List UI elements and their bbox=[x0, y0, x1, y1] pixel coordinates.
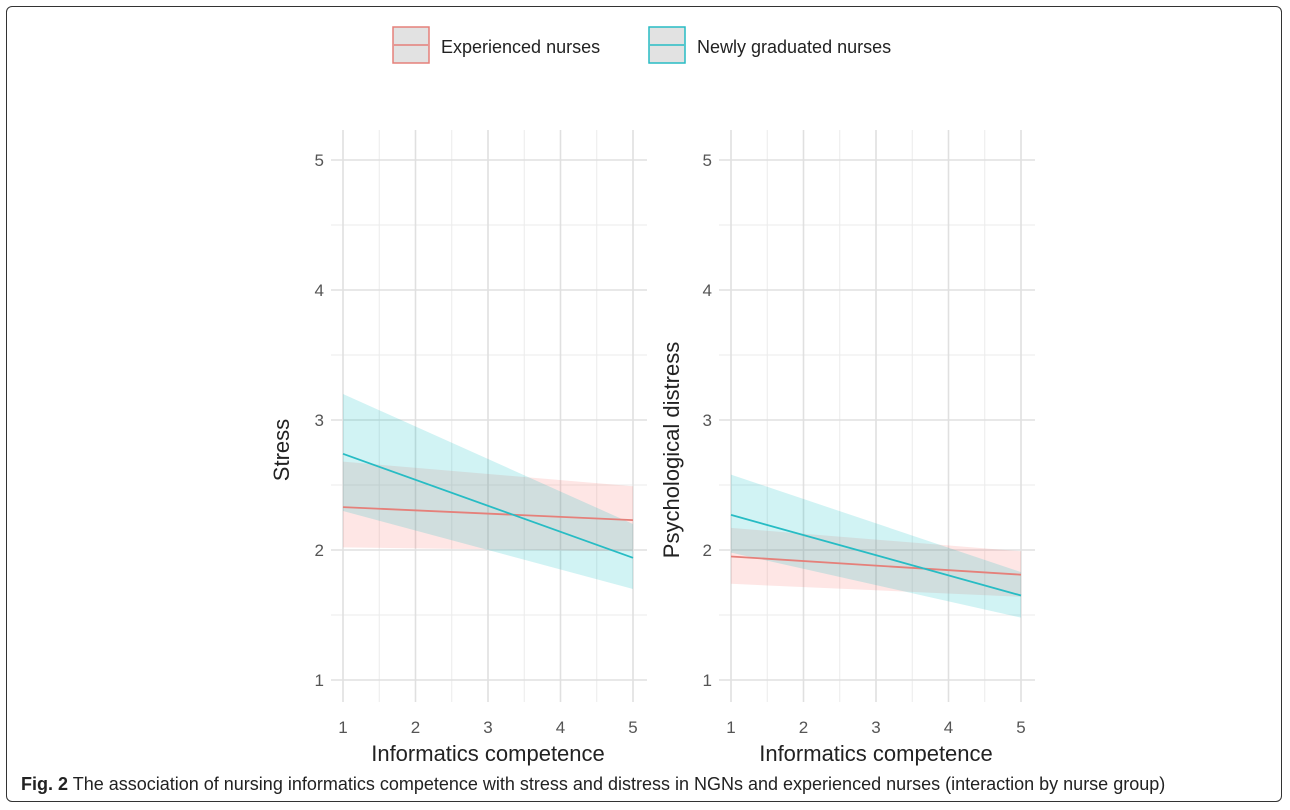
x-tick-label: 1 bbox=[338, 718, 347, 737]
chart-panel-2: 1 2 3 4 5 1 2 3 4 5 Informatics competence Psycholo… bbox=[659, 130, 1035, 766]
caption-label: Fig. 2 bbox=[21, 774, 69, 794]
x-tick-label: 3 bbox=[483, 718, 492, 737]
y-tick-label: 1 bbox=[703, 671, 712, 690]
y-tick-label: 3 bbox=[703, 411, 712, 430]
x-tick-label: 2 bbox=[411, 718, 420, 737]
fit-line-series-2 bbox=[730, 514, 1022, 597]
y-tick-label: 1 bbox=[315, 671, 324, 690]
legend-label: Newly graduated nurses bbox=[697, 37, 891, 57]
y-axis-title: Psychological distress bbox=[659, 342, 684, 558]
y-tick-label: 5 bbox=[703, 151, 712, 170]
y-tick-label: 5 bbox=[315, 151, 324, 170]
x-tick-label: 3 bbox=[871, 718, 880, 737]
y-tick-label: 2 bbox=[315, 541, 324, 560]
caption-text: The association of nursing informatics c… bbox=[72, 774, 1166, 794]
figure-svg: Experienced nurses Newly graduated nurses… bbox=[269, 26, 1035, 766]
fit-line-series-1 bbox=[342, 506, 634, 521]
chart-panels: 1 2 3 4 5 1 2 3 4 5 Informatics competence Stress 1 2… bbox=[269, 130, 1035, 766]
fit-line-series-1 bbox=[730, 555, 1022, 576]
x-tick-label: 4 bbox=[944, 718, 953, 737]
figure-frame: Experienced nurses Newly graduated nurses… bbox=[6, 6, 1282, 802]
x-axis-title: Informatics competence bbox=[759, 741, 993, 766]
y-tick-label: 3 bbox=[315, 411, 324, 430]
legend-key-1 bbox=[392, 26, 430, 64]
y-tick-label: 2 bbox=[703, 541, 712, 560]
figure-caption: Fig. 2 The association of nursing inform… bbox=[21, 774, 1165, 795]
y-axis-title: Stress bbox=[269, 419, 294, 481]
confidence-band-series-2 bbox=[343, 394, 633, 589]
x-axis-title: Informatics competence bbox=[371, 741, 605, 766]
x-tick-label: 4 bbox=[556, 718, 565, 737]
legend-key-2 bbox=[648, 26, 686, 64]
confidence-band-series-1 bbox=[731, 527, 1021, 597]
legend-label: Experienced nurses bbox=[441, 37, 600, 57]
x-tick-label: 1 bbox=[726, 718, 735, 737]
chart-panel-1: 1 2 3 4 5 1 2 3 4 5 Informatics competence Stress bbox=[269, 130, 647, 766]
y-tick-label: 4 bbox=[315, 281, 324, 300]
confidence-band-series-2 bbox=[731, 474, 1021, 618]
fit-line-series-2 bbox=[342, 452, 634, 559]
x-tick-label: 2 bbox=[799, 718, 808, 737]
x-tick-label: 5 bbox=[1016, 718, 1025, 737]
legend: Experienced nurses Newly graduated nurses bbox=[392, 26, 891, 64]
x-tick-label: 5 bbox=[628, 718, 637, 737]
y-tick-label: 4 bbox=[703, 281, 712, 300]
